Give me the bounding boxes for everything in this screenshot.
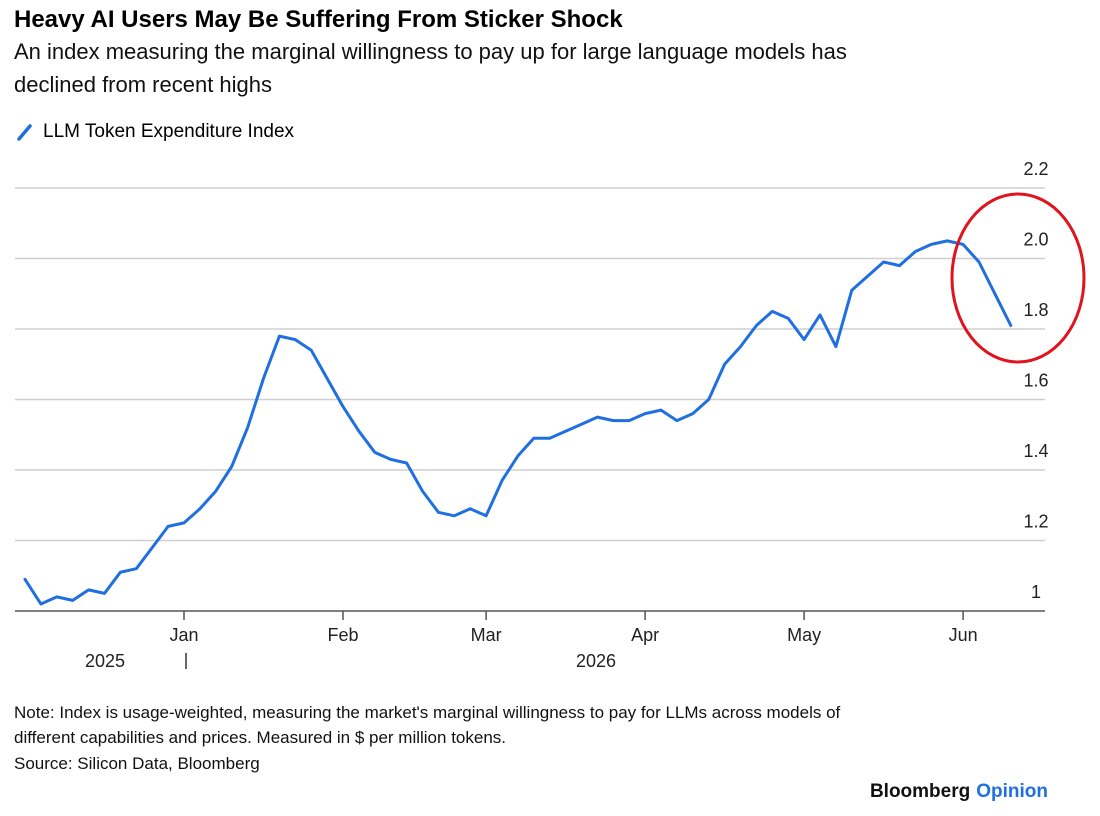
y-tick-label: 1.6	[1023, 371, 1048, 391]
y-tick-label: 2.0	[1023, 230, 1048, 250]
y-tick-label: 2.2	[1023, 159, 1048, 179]
x-tick-label: Mar	[471, 625, 502, 645]
highlight-circle	[950, 192, 1086, 364]
y-tick-label: 1	[1031, 582, 1041, 602]
y-tick-label: 1.8	[1023, 300, 1048, 320]
legend-label: LLM Token Expenditure Index	[43, 121, 295, 142]
year-label: 2025	[85, 651, 125, 671]
legend-swatch	[17, 124, 32, 141]
chart-title: Heavy AI Users May Be Suffering From Sti…	[14, 6, 623, 33]
x-tick-label: Jun	[949, 625, 978, 645]
note: different capabilities and prices. Measu…	[14, 728, 506, 747]
brand-section: Opinion	[976, 781, 1048, 802]
y-tick-label: 1.4	[1023, 441, 1048, 461]
x-tick-label: Apr	[631, 625, 659, 645]
year-label: 2026	[576, 651, 616, 671]
x-tick-label: Feb	[327, 625, 358, 645]
x-tick-label: Jan	[169, 625, 198, 645]
source: Source: Silicon Data, Bloomberg	[14, 754, 260, 773]
note: Note: Index is usage-weighted, measuring…	[14, 703, 841, 722]
brand-name: Bloomberg	[870, 781, 970, 802]
data-line	[23, 239, 1013, 606]
chart-subtitle: An index measuring the marginal willingn…	[14, 39, 847, 64]
chart-subtitle: declined from recent highs	[14, 72, 272, 97]
y-tick-label: 1.2	[1023, 512, 1048, 532]
x-tick-label: May	[787, 625, 821, 645]
brand: Bloomberg Opinion	[870, 781, 1048, 802]
